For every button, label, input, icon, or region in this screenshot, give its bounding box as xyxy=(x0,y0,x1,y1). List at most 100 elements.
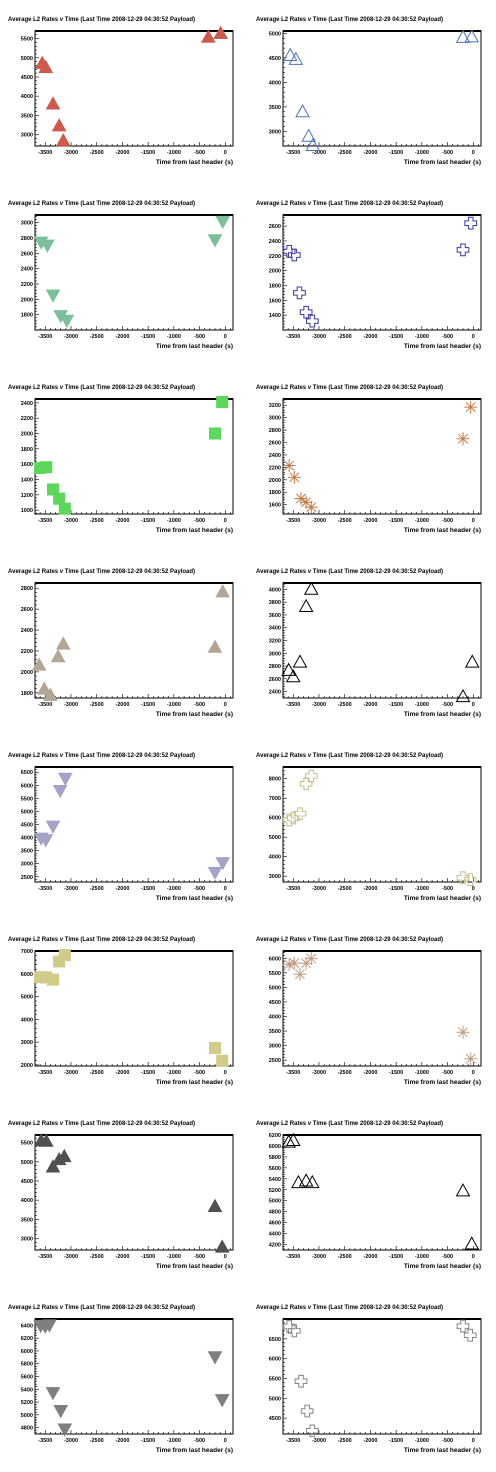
chart-title: Average L2 Rates v Time (Last Time 2008-… xyxy=(8,201,195,207)
data-point xyxy=(464,654,480,668)
x-tick-label: -3000 xyxy=(312,334,326,340)
x-tick-label: -3500 xyxy=(286,518,300,524)
chart-title: Average L2 Rates v Time (Last Time 2008-… xyxy=(8,937,195,943)
y-tick-label: 2000 xyxy=(269,269,281,275)
y-tick-label: 5500 xyxy=(21,1141,33,1147)
x-tick-label: 0 xyxy=(224,1070,227,1076)
chart-title: Average L2 Rates v Time (Last Time 2008-… xyxy=(256,753,443,759)
data-point xyxy=(282,459,296,473)
data-point xyxy=(214,1394,230,1408)
x-axis-label: Time from last header (s) xyxy=(156,159,233,166)
x-tick-label: -2000 xyxy=(363,150,377,156)
data-point xyxy=(38,1133,54,1147)
y-tick-label: 5600 xyxy=(269,1166,281,1172)
data-point xyxy=(456,871,470,885)
x-tick-label: -3500 xyxy=(286,1254,300,1260)
x-tick-label: -3500 xyxy=(38,1070,52,1076)
data-point xyxy=(304,1174,320,1189)
y-tick-label: 4000 xyxy=(21,94,33,100)
data-point xyxy=(43,687,58,701)
x-tick-label: 0 xyxy=(472,886,475,892)
y-tick-label: 1600 xyxy=(21,462,33,468)
data-point xyxy=(51,118,67,132)
data-point xyxy=(38,59,54,74)
y-tick-label: 4000 xyxy=(269,1015,281,1021)
y-tick-label: 6000 xyxy=(269,956,281,962)
x-tick-label: -3000 xyxy=(64,150,78,156)
y-tick-label: 2000 xyxy=(269,478,281,484)
y-tick-label: 2400 xyxy=(21,401,33,407)
data-point xyxy=(59,314,75,329)
x-axis-label: Time from last header (s) xyxy=(404,711,481,718)
x-tick-label: -1500 xyxy=(141,1070,155,1076)
chart-svg: Average L2 Rates v Time (Last Time 2008-… xyxy=(8,937,234,1086)
x-tick-label: -3000 xyxy=(64,702,78,708)
y-tick-label: 1400 xyxy=(269,313,281,319)
x-tick-label: -1000 xyxy=(167,886,181,892)
y-tick-label: 2000 xyxy=(21,670,33,676)
data-point xyxy=(464,29,480,43)
data-point xyxy=(285,669,301,683)
y-tick-label: 2800 xyxy=(21,236,33,242)
y-tick-label: 1800 xyxy=(269,490,281,496)
x-axis-label: Time from last header (s) xyxy=(156,711,233,718)
x-tick-label: -500 xyxy=(442,1070,453,1076)
data-point xyxy=(215,584,231,598)
y-tick-label: 5000 xyxy=(21,1413,33,1419)
x-tick-label: -3000 xyxy=(64,518,78,524)
x-tick-label: -500 xyxy=(194,886,205,892)
y-tick-label: 5200 xyxy=(269,1188,281,1194)
data-point xyxy=(215,215,231,230)
x-tick-label: 0 xyxy=(472,518,475,524)
x-tick-label: -2000 xyxy=(115,886,129,892)
data-point xyxy=(31,657,47,671)
chart-panel-9: Average L2 Rates v Time (Last Time 2008-… xyxy=(0,736,248,920)
data-point xyxy=(287,248,301,262)
data-point xyxy=(58,949,71,962)
chart-title: Average L2 Rates v Time (Last Time 2008-… xyxy=(256,17,443,23)
x-tick-label: -500 xyxy=(442,150,453,156)
y-tick-label: 4800 xyxy=(269,1210,281,1216)
y-tick-label: 2200 xyxy=(269,465,281,471)
data-point xyxy=(57,772,73,786)
y-tick-label: 2200 xyxy=(269,254,281,260)
x-tick-label: -1500 xyxy=(141,334,155,340)
data-point xyxy=(293,807,307,821)
y-tick-label: 3600 xyxy=(269,613,281,619)
x-tick-label: -3500 xyxy=(38,702,52,708)
data-point xyxy=(56,1148,72,1163)
y-tick-label: 6000 xyxy=(21,783,33,789)
data-point xyxy=(288,51,304,65)
y-tick-label: 4400 xyxy=(269,1232,281,1238)
y-tick-label: 7000 xyxy=(269,796,281,802)
data-point xyxy=(298,1173,314,1187)
x-axis-label: Time from last header (s) xyxy=(404,343,481,350)
x-tick-label: -3500 xyxy=(38,518,52,524)
chart-panel-3: Average L2 Rates v Time (Last Time 2008-… xyxy=(0,184,248,368)
y-tick-label: 5400 xyxy=(269,1177,281,1183)
x-tick-label: -3000 xyxy=(312,150,326,156)
x-tick-label: -1500 xyxy=(389,150,403,156)
y-tick-label: 3000 xyxy=(21,133,33,139)
data-point xyxy=(464,400,478,414)
y-tick-label: 4000 xyxy=(21,836,33,842)
x-tick-label: -1500 xyxy=(389,1254,403,1260)
y-tick-label: 3500 xyxy=(21,113,33,119)
x-tick-label: -1500 xyxy=(141,886,155,892)
y-tick-label: 2000 xyxy=(21,432,33,438)
chart-panel-5: Average L2 Rates v Time (Last Time 2008-… xyxy=(0,368,248,552)
y-tick-label: 5000 xyxy=(269,1396,281,1402)
chart-svg: Average L2 Rates v Time (Last Time 2008-… xyxy=(8,753,234,902)
data-point xyxy=(213,25,229,39)
y-tick-label: 2800 xyxy=(21,586,33,592)
chart-svg: Average L2 Rates v Time (Last Time 2008-… xyxy=(256,385,482,534)
x-tick-label: -500 xyxy=(442,1254,453,1260)
data-point xyxy=(45,96,61,110)
y-tick-label: 4000 xyxy=(269,855,281,861)
x-tick-label: -500 xyxy=(442,702,453,708)
data-point xyxy=(305,137,321,152)
x-tick-label: -3000 xyxy=(312,1438,326,1444)
data-point xyxy=(282,813,296,827)
data-point xyxy=(305,1424,319,1438)
x-axis-label: Time from last header (s) xyxy=(156,343,233,350)
